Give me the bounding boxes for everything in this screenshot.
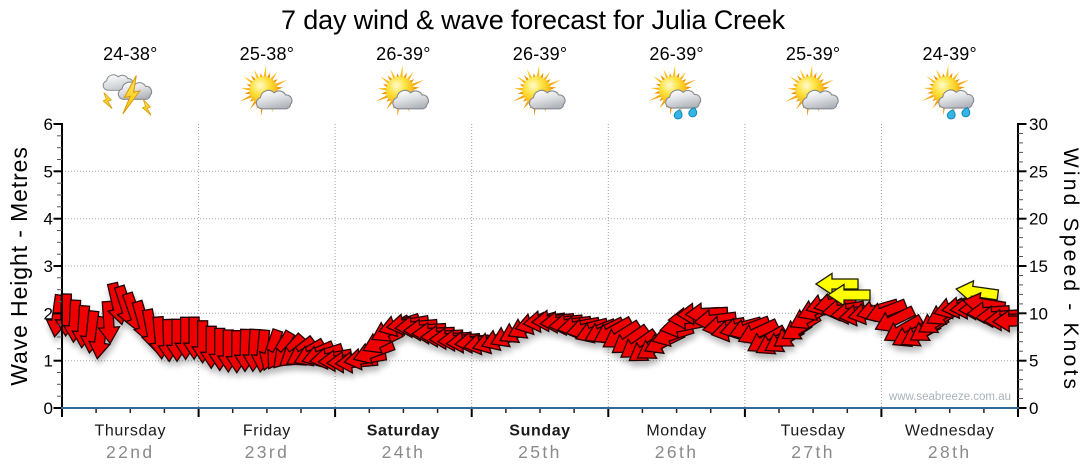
svg-text:www.seabreeze.com.au: www.seabreeze.com.au: [888, 391, 1011, 403]
svg-text:1: 1: [44, 352, 53, 371]
svg-text:27th: 27th: [791, 442, 835, 462]
svg-text:Tuesday: Tuesday: [781, 423, 846, 440]
svg-text:26th: 26th: [655, 442, 699, 462]
svg-text:24th: 24th: [382, 442, 426, 462]
svg-text:24-38°: 24-38°: [103, 44, 157, 64]
svg-text:6: 6: [44, 115, 53, 134]
svg-text:25-39°: 25-39°: [786, 44, 840, 64]
svg-text:22nd: 22nd: [106, 442, 155, 462]
svg-text:15: 15: [1029, 257, 1048, 276]
svg-text:26-39°: 26-39°: [513, 44, 567, 64]
svg-text:30: 30: [1029, 115, 1048, 134]
svg-text:25: 25: [1029, 162, 1048, 181]
svg-text:Friday: Friday: [243, 423, 291, 440]
svg-text:Saturday: Saturday: [367, 423, 440, 440]
svg-text:7 day wind & wave forecast for: 7 day wind & wave forecast for Julia Cre…: [281, 5, 786, 35]
svg-text:3: 3: [44, 257, 53, 276]
svg-text:26-39°: 26-39°: [376, 44, 430, 64]
svg-text:Sunday: Sunday: [509, 423, 570, 440]
svg-text:Thursday: Thursday: [95, 423, 167, 440]
svg-text:26-39°: 26-39°: [649, 44, 703, 64]
svg-text:0: 0: [44, 399, 53, 418]
svg-text:25th: 25th: [518, 442, 562, 462]
svg-text:Wind Speed - Knots: Wind Speed - Knots: [1059, 148, 1080, 392]
svg-text:Wave Height - Metres: Wave Height - Metres: [6, 146, 32, 386]
svg-text:25-38°: 25-38°: [240, 44, 294, 64]
svg-text:Wednesday: Wednesday: [905, 423, 995, 440]
svg-text:28th: 28th: [928, 442, 972, 462]
svg-text:0: 0: [1029, 399, 1038, 418]
svg-text:5: 5: [44, 162, 53, 181]
svg-text:2: 2: [44, 304, 53, 323]
svg-text:20: 20: [1029, 210, 1048, 229]
svg-text:5: 5: [1029, 352, 1038, 371]
svg-text:4: 4: [44, 210, 53, 229]
svg-text:23rd: 23rd: [245, 442, 290, 462]
svg-text:Monday: Monday: [646, 423, 707, 440]
svg-text:24-39°: 24-39°: [922, 44, 976, 64]
svg-text:10: 10: [1029, 304, 1048, 323]
